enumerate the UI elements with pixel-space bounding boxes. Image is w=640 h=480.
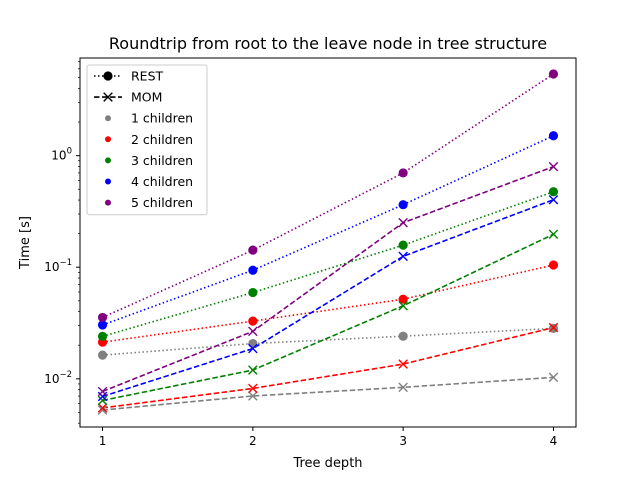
x-tick-label: 1 <box>99 434 107 448</box>
series-markers <box>97 69 559 415</box>
series-line-mom-2-children <box>102 326 554 409</box>
data-point-rest-5-children-depth-2 <box>248 245 258 255</box>
data-point-rest-4-children-depth-4 <box>548 131 559 141</box>
data-point-mom-2-children-depth-4 <box>548 322 559 333</box>
data-point-mom-5-children-depth-1 <box>97 386 108 397</box>
data-point-rest-2-children-depth-3 <box>398 294 408 304</box>
legend-label: 5 children <box>131 195 193 210</box>
data-point-mom-1-children-depth-3 <box>398 382 408 393</box>
data-point-mom-3-children-depth-1 <box>97 395 108 406</box>
data-point-mom-5-children-depth-3 <box>398 217 408 228</box>
legend-marker <box>105 178 111 185</box>
data-point-mom-4-children-depth-4 <box>548 194 559 205</box>
plot-frame <box>79 57 577 428</box>
data-point-mom-3-children-depth-2 <box>248 365 258 375</box>
data-point-rest-3-children-depth-3 <box>398 240 408 250</box>
data-point-rest-3-children-depth-4 <box>548 187 559 197</box>
data-point-rest-5-children-depth-3 <box>398 168 408 178</box>
data-point-mom-1-children-depth-2 <box>248 391 258 401</box>
y-axis-label: Time [s] <box>18 216 33 270</box>
data-point-mom-5-children-depth-2 <box>248 326 258 337</box>
data-point-rest-2-children-depth-2 <box>248 316 258 326</box>
data-point-rest-5-children-depth-1 <box>97 312 108 323</box>
data-point-rest-3-children-depth-2 <box>248 287 258 298</box>
legend-marker <box>105 199 111 206</box>
legend: REST MOM 1 children 2 children 3 children 4 c… <box>86 64 208 216</box>
data-point-rest-4-children-depth-3 <box>398 200 408 210</box>
series-line-mom-1-children <box>102 376 554 411</box>
data-point-mom-3-children-depth-4 <box>548 229 559 240</box>
data-point-rest-3-children-depth-1 <box>97 331 108 341</box>
legend-marker <box>103 71 113 81</box>
data-point-mom-4-children-depth-2 <box>248 343 258 354</box>
legend-item-mom: MOM <box>94 90 162 105</box>
data-point-mom-2-children-depth-1 <box>97 403 108 413</box>
series-line-rest-5-children <box>102 73 554 319</box>
data-point-rest-4-children-depth-1 <box>97 320 108 330</box>
data-point-mom-5-children-depth-4 <box>548 161 559 172</box>
x-axis-label: Tree depth <box>292 456 362 471</box>
data-point-mom-2-children-depth-2 <box>248 383 258 394</box>
x-tick-label: 2 <box>249 434 257 448</box>
data-point-mom-4-children-depth-3 <box>398 251 408 262</box>
series-line-rest-1-children <box>102 327 554 356</box>
series-line-mom-5-children <box>102 165 554 393</box>
legend-label: REST <box>131 69 164 84</box>
data-point-mom-1-children-depth-4 <box>548 372 559 383</box>
legend-item-2-children: 2 children <box>105 132 193 147</box>
data-point-rest-4-children-depth-2 <box>248 265 258 275</box>
legend-item-rest: REST <box>94 69 164 84</box>
y-tick-label: 10−2 <box>44 370 72 386</box>
series-line-rest-2-children <box>102 264 554 343</box>
data-point-mom-3-children-depth-3 <box>398 300 408 311</box>
legend-label: 2 children <box>131 132 193 147</box>
data-point-mom-2-children-depth-3 <box>398 359 408 369</box>
legend-label: MOM <box>131 90 162 105</box>
series-lines <box>102 73 554 411</box>
data-point-rest-5-children-depth-4 <box>548 69 559 79</box>
y-tick-label: 100 <box>51 147 72 163</box>
legend-item-3-children: 3 children <box>105 153 193 168</box>
x-tick-label: 3 <box>399 434 407 448</box>
legend-label: 4 children <box>131 174 193 189</box>
legend-marker <box>103 92 113 102</box>
y-axis: 10−2 10−1 100 <box>44 60 80 424</box>
legend-item-5-children: 5 children <box>105 195 193 210</box>
chart-title: Roundtrip from root to the leave node in… <box>109 34 547 53</box>
legend-label: 3 children <box>131 153 193 168</box>
legend-marker <box>105 157 111 164</box>
x-axis: 1 2 3 4 <box>99 427 558 448</box>
data-point-rest-1-children-depth-2 <box>248 338 258 349</box>
legend-box <box>86 64 208 216</box>
y-tick-label: 10−1 <box>44 258 72 274</box>
legend-marker <box>105 115 111 122</box>
legend-item-4-children: 4 children <box>105 174 193 189</box>
legend-item-1-children: 1 children <box>105 111 193 126</box>
legend-label: 1 children <box>131 111 193 126</box>
x-tick-label: 4 <box>550 434 558 448</box>
legend-marker <box>105 136 111 143</box>
data-point-rest-1-children-depth-1 <box>97 350 108 360</box>
series-line-mom-3-children <box>102 233 554 402</box>
data-point-rest-1-children-depth-3 <box>398 331 408 341</box>
data-point-mom-1-children-depth-1 <box>97 405 108 415</box>
data-point-rest-2-children-depth-4 <box>548 260 559 270</box>
